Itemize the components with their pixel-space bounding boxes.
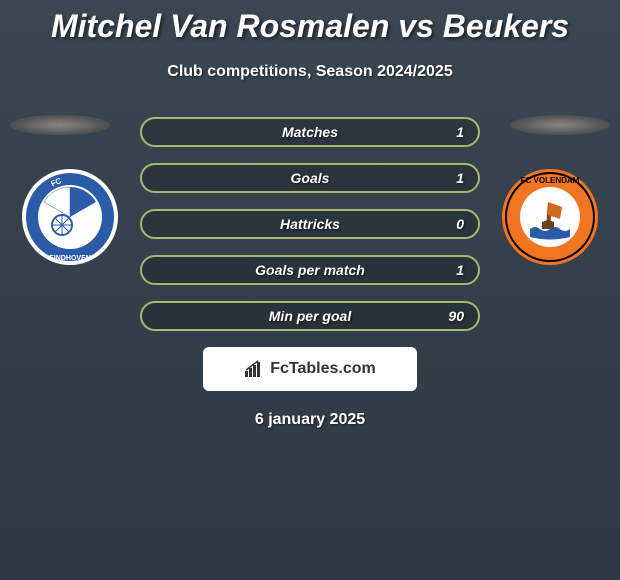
fc-volendam-badge-icon: FC VOLENDAM xyxy=(500,167,600,267)
left-oval-decoration xyxy=(10,115,110,135)
left-team-logo: F C EINDHOVEN xyxy=(20,167,120,267)
stat-value: 1 xyxy=(456,165,464,191)
stat-bar: Goals per match 1 xyxy=(140,255,480,285)
stat-bar: Goals 1 xyxy=(140,163,480,193)
date-label: 6 january 2025 xyxy=(0,411,620,429)
stat-label: Matches xyxy=(142,119,478,145)
page-title: Mitchel Van Rosmalen vs Beukers xyxy=(0,0,620,45)
right-team-logo: FC VOLENDAM xyxy=(500,167,600,267)
right-oval-decoration xyxy=(510,115,610,135)
stat-value: 90 xyxy=(448,303,464,329)
stat-bars: Matches 1 Goals 1 Hattricks 0 Goals per … xyxy=(140,117,480,331)
branding-text: FcTables.com xyxy=(270,360,376,378)
stat-value: 0 xyxy=(456,211,464,237)
stat-value: 1 xyxy=(456,257,464,283)
stat-label: Goals per match xyxy=(142,257,478,283)
stat-bar: Min per goal 90 xyxy=(140,301,480,331)
stat-bar: Matches 1 xyxy=(140,117,480,147)
stat-label: Goals xyxy=(142,165,478,191)
stat-label: Hattricks xyxy=(142,211,478,237)
svg-text:EINDHOVEN: EINDHOVEN xyxy=(49,255,91,262)
comparison-content: F C EINDHOVEN FC VOLENDAM Matches 1 Goal… xyxy=(0,117,620,429)
stat-label: Min per goal xyxy=(142,303,478,329)
stat-value: 1 xyxy=(456,119,464,145)
svg-text:FC VOLENDAM: FC VOLENDAM xyxy=(521,176,580,185)
subtitle: Club competitions, Season 2024/2025 xyxy=(0,63,620,81)
fc-eindhoven-badge-icon: F C EINDHOVEN xyxy=(20,167,120,267)
branding-badge: FcTables.com xyxy=(203,347,417,391)
chart-icon xyxy=(244,360,264,378)
stat-bar: Hattricks 0 xyxy=(140,209,480,239)
